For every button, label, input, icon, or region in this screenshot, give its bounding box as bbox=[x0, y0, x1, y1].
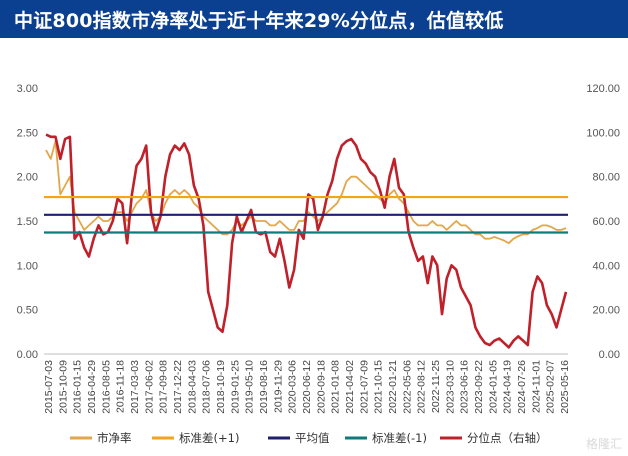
x-tick-label: 2022-01-21 bbox=[387, 360, 399, 414]
x-tick-label: 2023-09-22 bbox=[473, 360, 485, 414]
x-tick-label: 2016-11-18 bbox=[115, 360, 127, 413]
x-tick-label: 2020-06-12 bbox=[301, 360, 313, 414]
x-tick-label: 2019-05-10 bbox=[244, 360, 256, 414]
y-right-tick-label: 120.00 bbox=[586, 83, 620, 95]
x-tick-label: 2017-06-02 bbox=[143, 360, 155, 414]
x-tick-label: 2022-05-06 bbox=[401, 360, 413, 414]
y-left-tick-label: 3.00 bbox=[17, 83, 38, 95]
chart-title: 中证800指数市净率处于近十年来29%分位点，估值较低 bbox=[14, 10, 504, 32]
chart: 0.00 0.50 1.00 1.50 2.00 2.50 3.00 0.00 20.00 40… bbox=[17, 83, 620, 445]
y-left-tick-label: 1.00 bbox=[17, 260, 38, 272]
x-tick-label: 2024-07-26 bbox=[516, 360, 528, 414]
y-left-tick-label: 0.50 bbox=[17, 305, 38, 317]
watermark: 格隆汇 bbox=[585, 437, 622, 451]
x-tick-label: 2017-09-08 bbox=[158, 360, 170, 414]
x-tick-label: 2017-03-03 bbox=[129, 360, 141, 414]
x-axis: 2015-07-03 2015-10-09 2016-01-15 2016-04-29… bbox=[43, 353, 571, 414]
x-tick-label: 2022-11-25 bbox=[430, 360, 442, 413]
x-tick-label: 2015-07-03 bbox=[43, 360, 55, 414]
x-tick-label: 2023-03-10 bbox=[444, 360, 456, 414]
x-tick-label: 2018-07-06 bbox=[201, 360, 213, 414]
x-tick-label: 2024-04-19 bbox=[502, 360, 514, 414]
y-left-tick-label: 2.50 bbox=[17, 127, 38, 139]
y-axis-right: 0.00 20.00 40.00 60.00 80.00 100.00 120.00 bbox=[586, 83, 620, 361]
y-right-tick-label: 20.00 bbox=[592, 305, 620, 317]
x-tick-label: 2018-04-03 bbox=[186, 360, 198, 414]
y-right-tick-label: 100.00 bbox=[586, 127, 620, 139]
legend: 市净率 标准差(+1) 平均值 标准差(-1) 分位点（右轴） bbox=[70, 431, 548, 445]
x-tick-label: 2025-02-07 bbox=[545, 360, 557, 414]
x-tick-label: 2021-07-09 bbox=[358, 360, 370, 414]
x-tick-label: 2019-11-29 bbox=[272, 360, 284, 413]
x-tick-label: 2016-04-29 bbox=[86, 360, 98, 414]
y-right-tick-label: 40.00 bbox=[592, 260, 620, 272]
x-tick-label: 2021-04-02 bbox=[344, 360, 356, 414]
series-line-4 bbox=[45, 133, 568, 349]
series-group bbox=[44, 133, 568, 349]
x-tick-label: 2016-08-05 bbox=[100, 360, 112, 414]
x-tick-label: 2022-08-12 bbox=[416, 360, 428, 414]
y-right-tick-label: 0.00 bbox=[599, 349, 620, 361]
legend-label: 标准差(+1) bbox=[179, 431, 239, 445]
legend-label: 标准差(-1) bbox=[372, 431, 427, 445]
x-tick-label: 2024-11-01 bbox=[530, 360, 542, 413]
x-tick-label: 2024-01-05 bbox=[487, 360, 499, 414]
x-tick-label: 2025-05-16 bbox=[559, 360, 571, 414]
x-tick-label: 2023-06-16 bbox=[459, 360, 471, 414]
x-tick-label: 2021-01-08 bbox=[330, 360, 342, 414]
y-left-tick-label: 1.50 bbox=[17, 216, 38, 228]
legend-label: 市净率 bbox=[97, 431, 132, 445]
y-right-tick-label: 80.00 bbox=[592, 172, 620, 184]
x-tick-label: 2019-08-16 bbox=[258, 360, 270, 414]
x-tick-label: 2020-09-18 bbox=[315, 360, 327, 414]
legend-label: 分位点（右轴） bbox=[467, 431, 548, 445]
x-tick-label: 2018-10-19 bbox=[215, 360, 227, 414]
x-tick-label: 2017-12-22 bbox=[172, 360, 184, 414]
y-left-tick-label: 0.00 bbox=[17, 349, 38, 361]
x-tick-label: 2019-01-25 bbox=[229, 360, 241, 414]
y-axis-left: 0.00 0.50 1.00 1.50 2.00 2.50 3.00 bbox=[17, 83, 38, 361]
y-left-tick-label: 2.00 bbox=[17, 172, 38, 184]
y-right-tick-label: 60.00 bbox=[592, 216, 620, 228]
x-tick-label: 2015-10-09 bbox=[57, 360, 69, 414]
x-tick-label: 2020-03-06 bbox=[287, 360, 299, 414]
x-tick-label: 2021-10-15 bbox=[373, 360, 385, 414]
x-tick-label: 2016-01-15 bbox=[72, 360, 84, 414]
legend-label: 平均值 bbox=[295, 431, 330, 445]
title-bar: 中证800指数市净率处于近十年来29%分位点，估值较低 bbox=[0, 0, 628, 38]
